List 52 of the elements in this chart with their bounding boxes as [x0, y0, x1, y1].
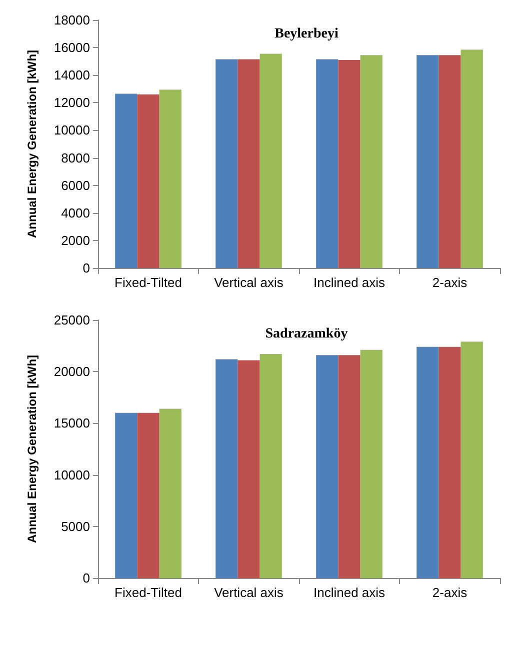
bar	[360, 350, 382, 578]
chart-title: Sadrazamköy	[265, 326, 348, 342]
bar	[260, 354, 282, 578]
y-tick-label: 18000	[54, 12, 90, 28]
bar	[460, 50, 483, 268]
y-tick-label: 0	[82, 260, 90, 276]
y-tick-label: 2000	[61, 232, 90, 248]
bar	[438, 55, 461, 268]
bar	[137, 94, 160, 268]
x-tick-label: Vertical axis	[214, 585, 284, 600]
bar	[159, 90, 182, 268]
y-tick-label: 25000	[54, 312, 90, 328]
x-tick-label: Vertical axis	[214, 275, 284, 290]
x-tick-label: Inclined axis	[313, 585, 386, 600]
bar	[238, 360, 260, 578]
x-tick-label: Fixed-Tilted	[114, 275, 182, 290]
bar	[360, 55, 382, 268]
bar	[137, 412, 160, 578]
bar	[338, 355, 360, 578]
y-tick-label: 10000	[54, 122, 90, 138]
y-tick-label: 10000	[54, 467, 90, 482]
y-tick-label: 5000	[61, 518, 90, 534]
y-axis-title: Annual Energy Generation [kWh]	[25, 50, 39, 238]
y-tick-label: 12000	[54, 95, 90, 110]
bar	[338, 60, 360, 268]
y-tick-label: 6000	[61, 178, 90, 193]
y-tick-label: 8000	[61, 150, 90, 166]
bar	[460, 342, 483, 578]
x-tick-label: Inclined axis	[313, 275, 386, 290]
y-axis-title: Annual Energy Generation [kWh]	[25, 354, 39, 544]
bar	[316, 355, 338, 578]
x-tick-label: 2-axis	[432, 275, 468, 290]
x-tick-label: Fixed-Tilted	[114, 585, 182, 600]
y-tick-label: 4000	[61, 205, 90, 220]
y-tick-label: 20000	[54, 364, 90, 380]
bar	[416, 346, 439, 578]
bar	[115, 94, 138, 268]
y-tick-label: 0	[82, 570, 90, 586]
y-tick-label: 16000	[54, 40, 90, 56]
bar	[238, 59, 260, 268]
bar	[416, 55, 439, 268]
bar	[216, 59, 238, 268]
bar	[260, 54, 282, 268]
bar	[438, 346, 461, 578]
bar	[216, 359, 238, 578]
y-tick-label: 15000	[54, 416, 90, 431]
y-tick-label: 14000	[54, 68, 90, 83]
bar	[115, 412, 138, 578]
bar	[316, 59, 338, 268]
chart-title: Beylerbeyi	[274, 26, 338, 42]
bar	[159, 408, 182, 578]
x-tick-label: 2-axis	[432, 585, 468, 600]
